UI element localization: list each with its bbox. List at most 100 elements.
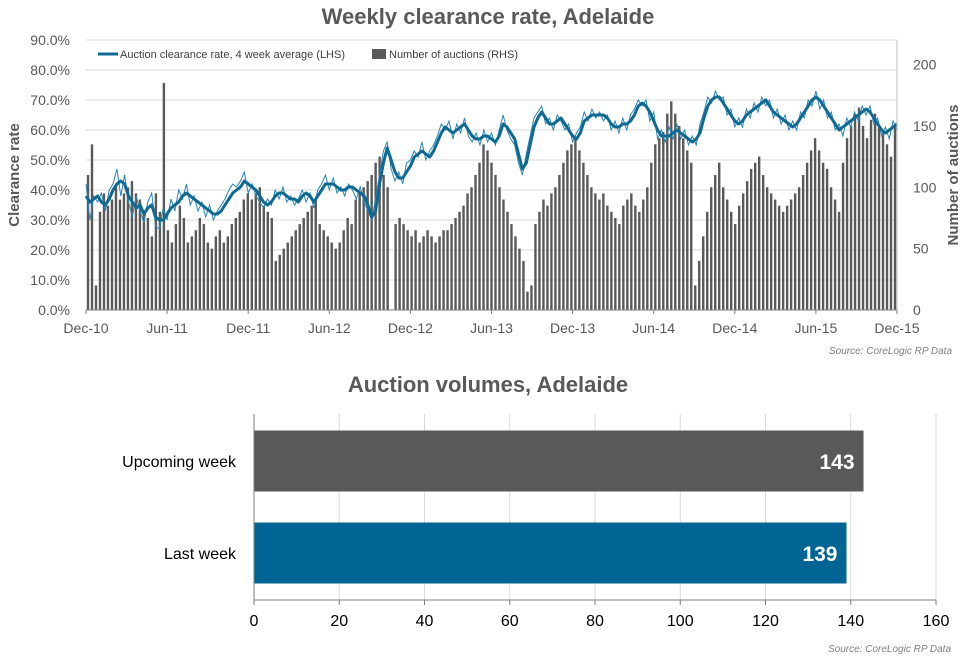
x-tick-label: 20 bbox=[330, 613, 348, 630]
auction-count-bar bbox=[410, 236, 413, 310]
auction-count-bar bbox=[821, 162, 825, 310]
auction-count-bar bbox=[634, 205, 637, 310]
auction-count-bar bbox=[574, 138, 577, 310]
auction-count-bar bbox=[118, 199, 122, 310]
auction-count-bar bbox=[474, 175, 477, 310]
x-tick-label: Jun-13 bbox=[470, 320, 513, 336]
volume-bar-value-label: 143 bbox=[819, 451, 854, 474]
auction-count-bar bbox=[262, 205, 265, 310]
auction-count-bar bbox=[306, 211, 309, 310]
y-left-tick-label: 90.0% bbox=[30, 32, 70, 48]
auction-count-bar bbox=[622, 205, 625, 310]
y-left-tick-label: 40.0% bbox=[30, 182, 70, 198]
auction-count-bar bbox=[102, 193, 106, 310]
auction-count-bar bbox=[450, 224, 453, 310]
auction-count-bar bbox=[150, 236, 154, 310]
volume-bar-value-label: 139 bbox=[802, 543, 837, 566]
auction-count-bar bbox=[777, 205, 781, 310]
auction-count-bar bbox=[765, 187, 769, 310]
auction-count-bar bbox=[518, 248, 521, 310]
auction-count-bar bbox=[482, 144, 485, 310]
auction-count-bar bbox=[793, 193, 797, 310]
chart1-source: Source: CoreLogic RP Data bbox=[829, 346, 953, 357]
auction-count-bar bbox=[454, 217, 457, 310]
auction-count-bar bbox=[110, 199, 114, 310]
auction-count-bar bbox=[398, 217, 401, 310]
auction-count-bar bbox=[426, 230, 429, 310]
auction-count-bar bbox=[370, 175, 373, 310]
auction-count-bar bbox=[841, 162, 845, 310]
legend-box bbox=[92, 43, 537, 65]
auction-count-bar bbox=[678, 125, 681, 310]
auction-count-bar bbox=[470, 187, 473, 310]
auction-count-bar bbox=[502, 199, 505, 310]
auction-count-bar bbox=[873, 113, 877, 311]
auction-count-bar bbox=[98, 211, 102, 310]
auction-count-bar bbox=[434, 242, 437, 310]
auction-count-bar bbox=[749, 168, 753, 310]
auction-count-bar bbox=[206, 242, 210, 310]
auction-count-bar bbox=[714, 175, 717, 310]
auction-count-bar bbox=[506, 211, 509, 310]
auction-count-bar bbox=[670, 101, 673, 310]
auction-count-bar bbox=[626, 199, 629, 310]
auction-count-bar bbox=[278, 254, 281, 310]
auction-count-bar bbox=[490, 162, 493, 310]
weekly-clearance-line bbox=[85, 89, 898, 230]
auction-count-bar bbox=[833, 199, 837, 310]
auction-count-bar bbox=[462, 205, 465, 310]
auction-count-bar bbox=[438, 236, 441, 310]
auction-count-bar bbox=[194, 230, 198, 310]
auction-count-bar bbox=[486, 150, 489, 310]
auction-count-bar bbox=[402, 224, 405, 310]
category-label: Upcoming week bbox=[122, 454, 237, 471]
auction-count-bar bbox=[214, 236, 218, 310]
auction-count-bar bbox=[829, 187, 833, 310]
auction-count-bar bbox=[318, 224, 321, 310]
auction-count-bar bbox=[446, 230, 449, 310]
y-right-tick-label: 50 bbox=[913, 241, 929, 257]
auction-count-bar bbox=[330, 242, 333, 310]
y-left-tick-label: 30.0% bbox=[30, 212, 70, 228]
y-left-tick-label: 80.0% bbox=[30, 62, 70, 78]
x-tick-label: Dec-11 bbox=[226, 320, 270, 336]
auction-volumes-chart: 0 20 40 60 80 100 120 140 160 143 Upcoming week 139… bbox=[122, 414, 949, 630]
auction-count-bar bbox=[298, 224, 301, 310]
auction-count-bar bbox=[414, 230, 417, 310]
x-tick-label: 100 bbox=[667, 613, 694, 630]
auction-count-bar bbox=[789, 199, 793, 310]
auction-count-bar bbox=[494, 175, 497, 310]
auction-count-bar bbox=[773, 199, 777, 310]
auction-count-bar bbox=[190, 236, 194, 310]
auction-count-bar bbox=[646, 187, 649, 310]
auction-count-bar bbox=[554, 187, 557, 310]
y-right-axis-title: Number of auctions bbox=[945, 105, 962, 246]
auction-count-bar bbox=[286, 242, 289, 310]
auction-count-bar bbox=[138, 199, 142, 310]
auction-count-bar bbox=[606, 205, 609, 310]
auction-count-bar bbox=[134, 193, 138, 310]
y-right-tick-label: 150 bbox=[913, 118, 937, 134]
auction-count-bar bbox=[202, 224, 206, 310]
auction-count-bar bbox=[877, 125, 881, 310]
auction-count-bar bbox=[761, 175, 765, 310]
auction-count-bar bbox=[885, 144, 889, 310]
auction-count-bar bbox=[730, 211, 733, 310]
auction-count-bar bbox=[198, 217, 202, 310]
auction-count-bar bbox=[602, 193, 605, 310]
auction-count-bar bbox=[586, 175, 589, 310]
auction-count-bar bbox=[314, 199, 317, 310]
auction-count-bar bbox=[594, 193, 597, 310]
auction-count-bar bbox=[222, 242, 226, 310]
auction-count-bar bbox=[106, 205, 110, 310]
auction-count-bar bbox=[146, 217, 150, 310]
y-right-tick-label: 200 bbox=[913, 57, 937, 73]
chart2-title: Auction volumes, Adelaide bbox=[347, 372, 629, 397]
auction-count-bar bbox=[274, 260, 277, 310]
auction-count-bar bbox=[662, 132, 665, 310]
auction-count-bar bbox=[562, 162, 565, 310]
auction-count-bar bbox=[154, 193, 158, 310]
auction-count-bar bbox=[690, 162, 693, 310]
auction-count-bar bbox=[722, 187, 725, 310]
auction-count-bar bbox=[737, 205, 741, 310]
